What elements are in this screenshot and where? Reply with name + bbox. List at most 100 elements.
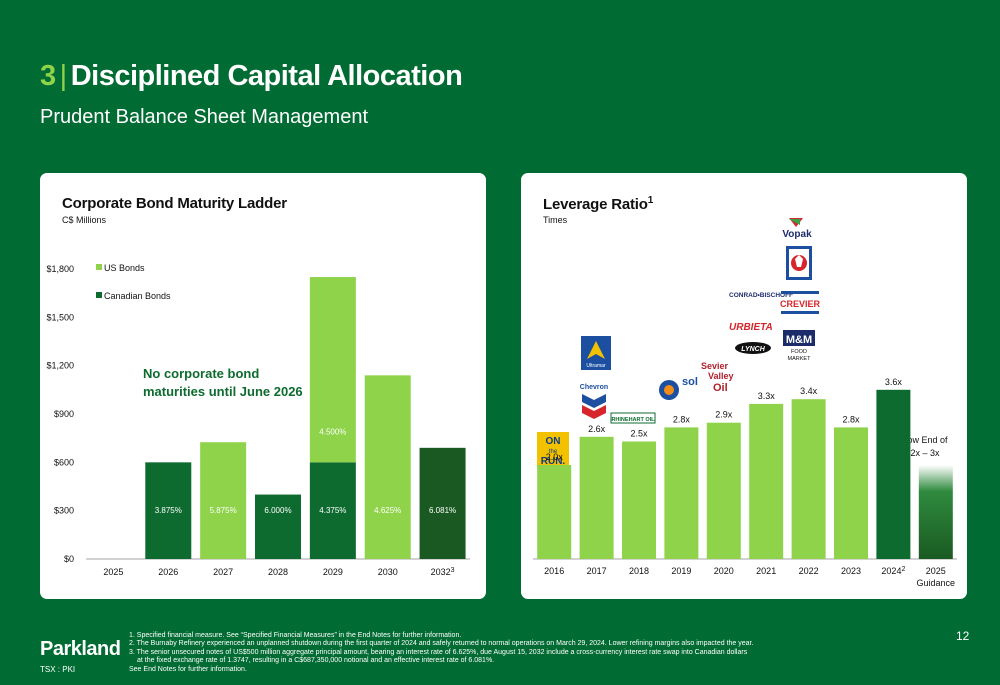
leverage-value-label: 2.8x — [673, 414, 691, 424]
guidance-label-line-1: Low End of — [902, 435, 948, 445]
svg-text:Sevier: Sevier — [701, 361, 729, 371]
footnote-end: See End Notes for further information. — [129, 665, 247, 673]
leverage-bar-2018 — [622, 441, 656, 559]
leverage-bar-2020 — [706, 422, 741, 559]
x-tick-label: 2027 — [213, 567, 233, 577]
bar-us-2030 — [364, 375, 411, 559]
title-text: Disciplined Capital Allocation — [70, 60, 463, 92]
rhinehart-oil-logo: RHINEHART OIL — [610, 412, 656, 424]
x-tick-label: 2023 — [841, 566, 861, 576]
section-number: 3 — [40, 60, 56, 92]
leverage-value-label: 2.6x — [588, 424, 606, 434]
bar-label-canadian-2026: 3.875% — [155, 506, 182, 515]
svg-text:Vopak: Vopak — [782, 229, 812, 240]
x-tick-label: 2028 — [268, 567, 288, 577]
husky-logo — [786, 246, 812, 280]
y-tick-label: $0 — [64, 554, 74, 564]
conrad-bischoff-logo: CONRAD•BISCHOFF — [729, 292, 793, 299]
svg-text:RUN.: RUN. — [541, 456, 566, 467]
svg-text:CONRAD•BISCHOFF: CONRAD•BISCHOFF — [729, 292, 793, 299]
bar-canadian-2026 — [145, 462, 192, 559]
leverage-bar-2017 — [579, 436, 614, 559]
x-tick-footnote: 2 — [901, 566, 905, 573]
leverage-chart-subtitle: Times — [543, 215, 568, 225]
vopak-logo: Vopak — [782, 218, 812, 240]
legend-ca-swatch — [96, 292, 102, 298]
parkland-logo: Parkland — [40, 638, 121, 660]
bar-label-us-2030: 4.625% — [374, 506, 401, 515]
callout-line-1: No corporate bond — [143, 366, 259, 381]
legend-us-swatch — [96, 264, 102, 270]
leverage-title-footnote: 1 — [647, 195, 654, 206]
y-tick-label: $600 — [54, 457, 74, 467]
leverage-value-label: 3.6x — [885, 377, 903, 387]
x-tick-label: 20242 — [881, 566, 905, 576]
svg-text:Oil: Oil — [713, 382, 728, 394]
ticker: TSX : PKI — [40, 665, 76, 674]
x-tick-label: 2016 — [544, 566, 564, 576]
svg-text:URBIETA: URBIETA — [729, 322, 773, 333]
leverage-title-text: Leverage Ratio — [543, 196, 648, 213]
page-number: 12 — [956, 629, 970, 643]
leverage-bar-2025 — [918, 465, 953, 559]
bond-maturity-chart: US Bonds Canadian Bonds No corporate bon… — [46, 263, 470, 577]
y-tick-label: $1,800 — [46, 264, 74, 274]
leverage-value-label: 2.8x — [842, 414, 860, 424]
svg-text:Ultramar: Ultramar — [586, 363, 606, 369]
x-tick-label: 20323 — [431, 567, 455, 577]
x-tick-label: 2026 — [158, 567, 178, 577]
title-separator: | — [59, 60, 68, 92]
svg-text:sol: sol — [682, 376, 698, 388]
x-tick-label: 2021 — [756, 566, 776, 576]
leverage-bar-2022 — [791, 399, 826, 559]
footnote-3: 3. The senior unsecured notes of US$500 … — [129, 648, 748, 656]
x-tick-label: 2020 — [714, 566, 734, 576]
y-tick-label: $900 — [54, 409, 74, 419]
bar-us-2027 — [200, 442, 247, 559]
leverage-bar-2016 — [537, 465, 572, 559]
leverage-value-label: 3.3x — [758, 391, 776, 401]
bar-label-us-2029: 4.500% — [319, 427, 346, 436]
page-title: 3 | Disciplined Capital Allocation — [40, 60, 463, 93]
urbieta-logo: URBIETA — [729, 322, 773, 333]
on-the-run-logo: ON the RUN. — [537, 432, 569, 468]
legend-us-label: US Bonds — [104, 263, 145, 273]
x-tick-label: 2025 — [926, 566, 946, 576]
svg-text:M&M: M&M — [786, 334, 812, 346]
lynch-logo: LYNCH — [735, 342, 771, 354]
bar-us-2029 — [309, 277, 356, 463]
guidance-label-line-2: 2x – 3x — [910, 448, 940, 458]
svg-text:MARKET: MARKET — [788, 356, 812, 362]
x-tick-label: 2029 — [323, 567, 343, 577]
footnotes: 1. Specified financial measure. See “Spe… — [129, 632, 753, 674]
leverage-value-label: 2.0x — [546, 452, 564, 462]
y-tick-label: $300 — [54, 506, 74, 516]
svg-text:Valley: Valley — [708, 371, 734, 381]
bar-label-canadian-2032: 6.081% — [429, 506, 456, 515]
leverage-panel: Leverage Ratio1 Times ON the RUN. Ultram… — [521, 173, 967, 599]
footnote-1: 1. Specified financial measure. See “Spe… — [129, 632, 462, 639]
leverage-bar-2019 — [664, 427, 699, 559]
leverage-chart-title: Leverage Ratio1 — [543, 195, 653, 213]
svg-text:RHINEHART OIL: RHINEHART OIL — [611, 417, 655, 423]
footnote-3-cont: at the fixed exchange rate of 1.3747, re… — [137, 657, 495, 665]
x-tick-label: 2017 — [587, 566, 607, 576]
svg-text:ON: ON — [546, 436, 561, 447]
page-subtitle: Prudent Balance Sheet Management — [40, 106, 368, 128]
bar-label-us-2027: 5.875% — [210, 506, 237, 515]
callout-line-2: maturities until June 2026 — [143, 384, 303, 399]
svg-text:FOOD: FOOD — [791, 349, 807, 355]
svg-text:Chevron: Chevron — [580, 384, 608, 391]
bond-chart-title: Corporate Bond Maturity Ladder — [62, 195, 287, 212]
bar-label-canadian-2029: 4.375% — [319, 506, 346, 515]
y-tick-label: $1,500 — [46, 312, 74, 322]
leverage-bar-2021 — [749, 403, 784, 559]
x-tick-label: 2022 — [799, 566, 819, 576]
crevier-logo: CREVIER — [780, 291, 821, 314]
bond-maturity-panel: Corporate Bond Maturity Ladder C$ Millio… — [40, 173, 486, 599]
mm-food-market-logo: M&M FOOD MARKET — [783, 330, 815, 362]
chevron-logo: Chevron — [580, 384, 608, 419]
x-tick-label: 2025 — [103, 567, 123, 577]
x-tick-sublabel: Guidance — [917, 578, 956, 588]
leverage-value-label: 3.4x — [800, 386, 818, 396]
